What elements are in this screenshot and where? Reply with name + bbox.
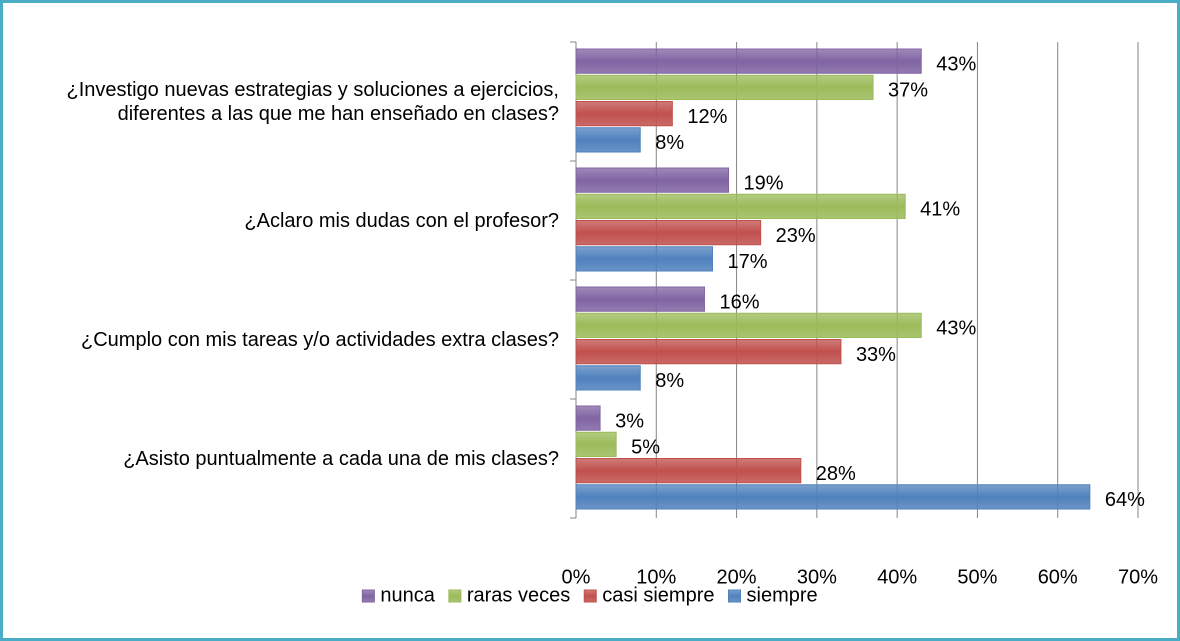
data-label: 12% [687, 106, 727, 128]
x-tick-label: 50% [957, 566, 997, 588]
bar [575, 405, 601, 431]
chart: 0% 10% 20% 30% 40% 50% 60% 70%43%37%12%8%19%41%… [361, 41, 1158, 606]
legend-label: siempre [747, 584, 818, 606]
bar [575, 246, 713, 272]
bar [575, 74, 874, 100]
data-label: 17% [727, 251, 767, 273]
data-label: 8% [655, 132, 684, 154]
bar [575, 101, 673, 127]
category-label: ¿Investigo nuevas estrategias y solucion… [66, 78, 559, 125]
bar [575, 167, 730, 193]
x-tick-label: 0% [562, 566, 591, 588]
data-label: 19% [744, 172, 784, 194]
bar [575, 220, 762, 246]
data-label: 41% [920, 199, 960, 221]
x-tick-label: 10% [636, 566, 676, 588]
bar [575, 365, 641, 391]
bar [575, 312, 922, 338]
data-label: 5% [631, 437, 660, 459]
bar [575, 484, 1091, 510]
data-label: 43% [936, 53, 976, 75]
x-tick-label: 20% [717, 566, 757, 588]
legend-swatch [583, 589, 597, 603]
data-label: 37% [888, 80, 928, 102]
legend-swatch [361, 589, 375, 603]
bar [575, 458, 802, 484]
category-label: ¿Aclaro mis dudas con el profesor? [244, 209, 559, 232]
data-label: 23% [776, 225, 816, 247]
bar [575, 48, 922, 74]
legend-label: nunca [380, 584, 435, 606]
data-label: 8% [655, 370, 684, 392]
data-label: 16% [719, 291, 759, 313]
x-tick-label: 70% [1118, 566, 1158, 588]
bar [575, 339, 842, 365]
bar [575, 193, 906, 219]
data-label: 33% [856, 344, 896, 366]
data-label: 28% [816, 463, 856, 485]
legend-swatch [728, 589, 741, 603]
x-tick-label: 60% [1038, 566, 1078, 588]
data-label: 43% [936, 318, 976, 340]
x-tick-label: 30% [797, 566, 837, 588]
legend-label: casi siempre [602, 584, 714, 606]
legend-swatch [448, 589, 462, 603]
legend-label: raras veces [467, 584, 570, 606]
data-label: 64% [1105, 489, 1145, 511]
data-label: 3% [615, 410, 644, 432]
x-tick-label: 40% [877, 566, 917, 588]
bar [575, 431, 617, 457]
category-label: ¿Cumplo con mis tareas y/o actividades e… [81, 328, 559, 351]
bar [575, 286, 705, 312]
bar [575, 127, 641, 153]
category-label: ¿Asisto puntualmente a cada una de mis c… [123, 447, 559, 470]
